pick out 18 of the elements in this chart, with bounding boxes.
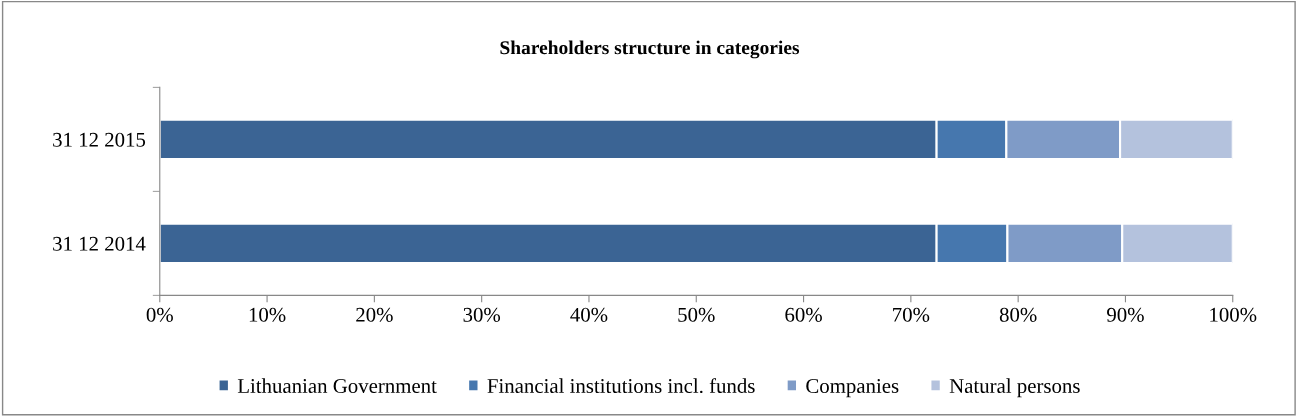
x-tick-label: 90% — [1107, 307, 1144, 322]
x-tick-label: 80% — [999, 307, 1037, 322]
x-tick-label: 20% — [356, 307, 393, 322]
legend-label: Financial institutions incl. funds — [487, 378, 755, 394]
y-tick-label: 31 12 2015 — [53, 132, 146, 147]
x-tick-label: 0% — [146, 307, 173, 322]
legend-label: Natural persons — [949, 378, 1080, 398]
x-tick-label: 30% — [463, 307, 501, 322]
x-tick-label: 40% — [570, 307, 608, 322]
x-tick-label: 10% — [249, 307, 286, 322]
chart-title: Shareholders structure in categories — [500, 40, 800, 59]
x-tick-label: 60% — [785, 307, 822, 322]
x-tick-label: 100% — [1210, 307, 1257, 322]
x-tick-label: 70% — [893, 307, 930, 322]
x-tick-label: 50% — [678, 307, 715, 322]
y-tick-label: 31 12 2014 — [53, 236, 146, 251]
legend-label: Lithuanian Government — [237, 378, 437, 394]
legend-label: Companies — [806, 379, 899, 398]
